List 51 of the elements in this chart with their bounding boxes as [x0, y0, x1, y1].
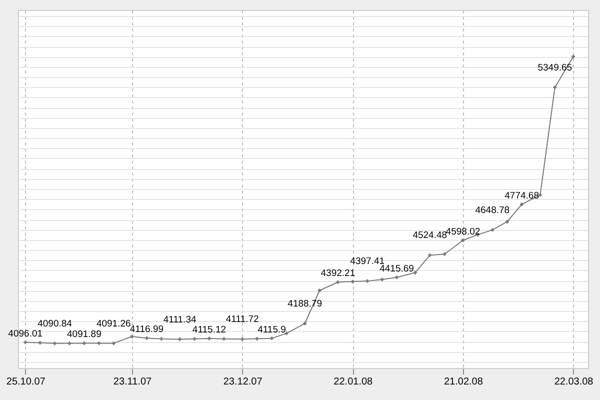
data-label: 4111.72 [226, 314, 259, 326]
point [428, 253, 432, 257]
point [222, 337, 226, 341]
point [395, 276, 399, 280]
data-label: 4090.84 [38, 318, 72, 330]
data-label: 4188.79 [288, 298, 322, 310]
data-label: 4096.01 [8, 328, 43, 340]
point [82, 341, 86, 345]
point [112, 342, 116, 346]
point [572, 54, 576, 58]
data-label: 4392.21 [320, 268, 356, 280]
x-tick-label: 23.11.07 [113, 376, 152, 388]
point [24, 340, 28, 344]
point [207, 336, 211, 340]
point [160, 337, 164, 341]
point [53, 342, 57, 346]
x-tick-label: 22.01.08 [334, 376, 374, 388]
x-tick-label: 23.12.07 [223, 376, 263, 388]
point [366, 279, 370, 283]
x-tick-label: 21.02.08 [444, 376, 484, 388]
point [38, 341, 42, 345]
data-label: 4091.26 [96, 318, 131, 330]
data-label: 4115.9 [258, 324, 286, 336]
data-label: 4091.89 [67, 329, 102, 340]
data-label: 5349.65 [538, 62, 572, 74]
point [336, 280, 340, 284]
point [97, 342, 101, 346]
point [553, 86, 557, 90]
data-label: 4111.34 [163, 314, 196, 326]
point [490, 228, 494, 232]
point [240, 337, 244, 341]
x-tick-label: 25.10.07 [6, 376, 46, 388]
data-label: 4116.99 [130, 324, 164, 336]
point [284, 332, 288, 336]
point [350, 280, 354, 284]
data-label: 4524.48 [412, 230, 448, 242]
point [255, 336, 259, 340]
point [144, 336, 148, 340]
data-label: 4648.78 [475, 204, 510, 216]
point [413, 270, 417, 274]
data-label: 4774.68 [504, 190, 539, 202]
x-tick-label: 22.03.08 [554, 376, 594, 388]
data-label: 4415.69 [380, 263, 414, 274]
data-label: 4115.12 [192, 324, 226, 336]
point [270, 336, 274, 340]
point [505, 220, 509, 224]
point [461, 238, 465, 242]
point [442, 252, 446, 256]
data-label: 4598.02 [446, 226, 480, 238]
point [520, 202, 524, 206]
point [178, 338, 182, 341]
